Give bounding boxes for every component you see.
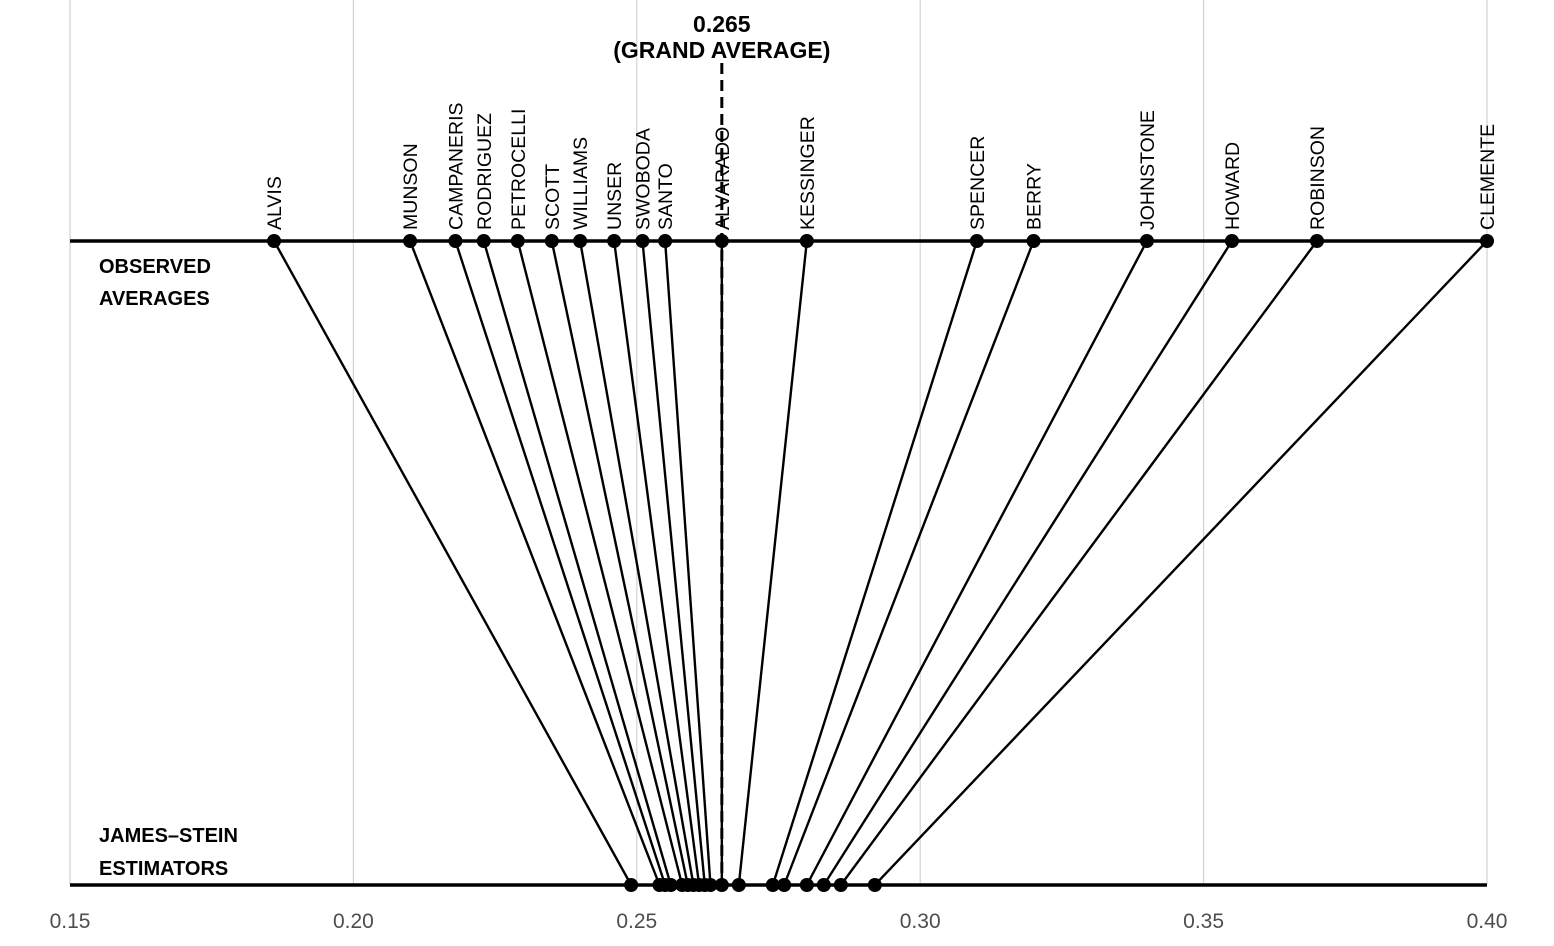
player-name-label: SANTO — [655, 163, 677, 230]
grand-average-value: 0.265 — [693, 11, 751, 37]
observed-point — [1309, 234, 1324, 248]
x-tick-label: 0.35 — [1183, 910, 1224, 933]
james-stein-point — [765, 878, 780, 892]
james-stein-point — [799, 878, 814, 892]
player-name-label: HOWARD — [1222, 142, 1244, 230]
player-name-label: RODRIGUEZ — [474, 113, 496, 230]
observed-point — [544, 234, 559, 248]
player-name-label: UNSER — [604, 162, 626, 230]
observed-point — [573, 234, 588, 248]
shrinkage-line — [641, 240, 707, 886]
james-stein-point — [833, 878, 848, 892]
player-name-label: KESSINGER — [797, 116, 819, 230]
player-name-label: ROBINSON — [1307, 126, 1329, 230]
observed-point — [607, 234, 622, 248]
player-name-label: ALVARADO — [712, 127, 734, 230]
gridlines — [69, 0, 1488, 885]
james-stein-point — [867, 878, 882, 892]
player-name-label: MUNSON — [400, 143, 422, 230]
shrinkage-line — [783, 240, 1035, 886]
player-names: CLEMENTE ROBINSON HOWARD JOHNSTONE BERRY SPEN… — [264, 103, 1499, 231]
observed-point — [969, 234, 984, 248]
shrinkage-line — [663, 240, 712, 886]
player-name-label: SCOTT — [542, 164, 564, 230]
player-name-label: ALVIS — [264, 176, 286, 230]
shrinkage-line — [822, 240, 1233, 886]
shrinkage-line — [771, 240, 979, 886]
james-stein-point — [675, 878, 690, 892]
x-tick-label: 0.25 — [616, 910, 657, 933]
shrinkage-line — [482, 240, 672, 886]
shrinkage-line — [516, 240, 684, 886]
observed-label-line1: OBSERVED — [99, 256, 211, 278]
shrinkage-line — [454, 240, 667, 886]
player-name-label: SWOBODA — [632, 128, 654, 230]
player-name-label: PETROCELLI — [508, 109, 530, 230]
shrinkage-line — [612, 240, 701, 886]
player-name-label: WILLIAMS — [570, 137, 592, 230]
shrinkage-line — [805, 240, 1148, 886]
x-tick-label: 0.40 — [1467, 910, 1508, 933]
x-tick-label: 0.15 — [50, 910, 91, 933]
observed-point — [1026, 234, 1041, 248]
shrinkage-line — [408, 240, 661, 886]
shrinkage-line — [272, 240, 633, 886]
observed-point — [799, 234, 814, 248]
x-tick-label: 0.30 — [900, 910, 941, 933]
observed-point — [403, 234, 418, 248]
observed-point — [635, 234, 650, 248]
observed-point — [1139, 234, 1154, 248]
player-name-label: CAMPANERIS — [445, 103, 467, 231]
shrinkage-line — [737, 240, 809, 886]
observed-label-line2: AVERAGES — [99, 288, 210, 310]
james-stein-label-line2: ESTIMATORS — [99, 858, 228, 880]
shrinkage-line — [839, 240, 1318, 886]
observed-point — [448, 234, 463, 248]
observed-point — [1224, 234, 1239, 248]
shrinkage-line — [873, 240, 1488, 886]
grand-average-label: (GRAND AVERAGE) — [613, 37, 830, 63]
james-stein-point — [731, 878, 746, 892]
player-name-label: SPENCER — [967, 136, 989, 230]
shrinkage-line — [578, 240, 695, 886]
observed-point — [510, 234, 525, 248]
player-name-label: BERRY — [1024, 163, 1046, 230]
observed-point — [658, 234, 673, 248]
player-name-label: JOHNSTONE — [1137, 110, 1159, 230]
james-stein-point — [624, 878, 639, 892]
james-stein-label-line1: JAMES–STEIN — [99, 825, 238, 847]
x-axis-ticks: 0.15 0.20 0.25 0.30 0.35 0.40 — [50, 910, 1508, 933]
shrinkage-line — [550, 240, 689, 886]
james-stein-point — [714, 878, 729, 892]
connector-lines — [272, 240, 1488, 886]
observed-point — [1480, 234, 1494, 248]
james-stein-point — [816, 878, 831, 892]
observed-point — [714, 234, 729, 248]
x-tick-label: 0.20 — [333, 910, 374, 933]
observed-point — [476, 234, 491, 248]
player-name-label: CLEMENTE — [1477, 124, 1499, 230]
data-points — [267, 234, 1494, 892]
james-stein-point — [652, 878, 667, 892]
james-stein-point — [777, 878, 792, 892]
observed-point — [267, 234, 282, 248]
